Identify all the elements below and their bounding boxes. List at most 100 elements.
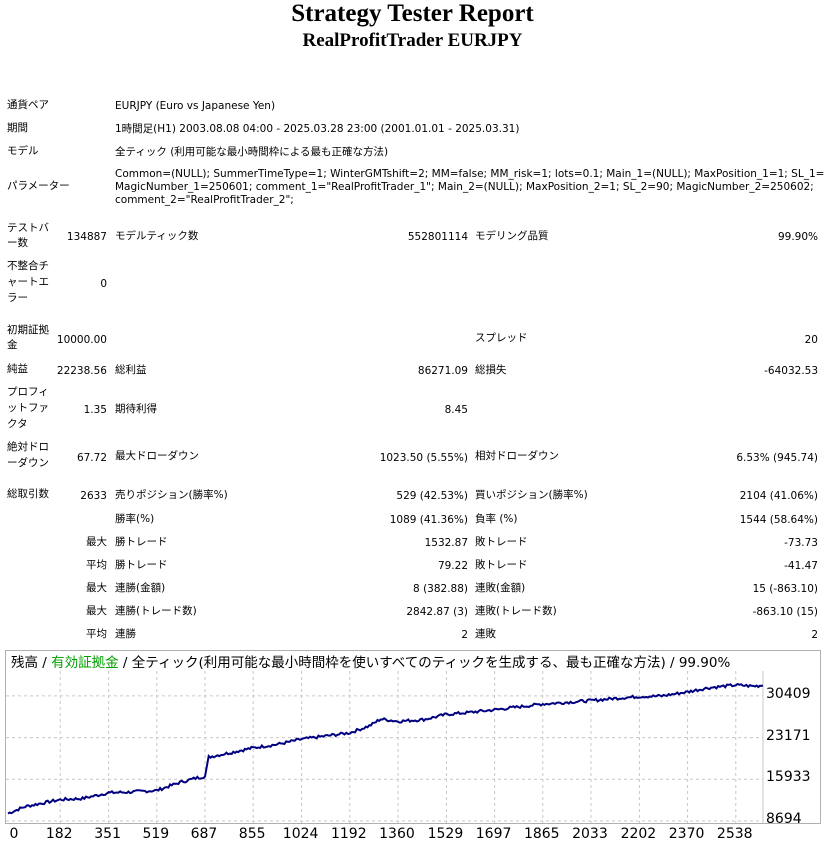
x-tick-label: 1865 (523, 826, 560, 842)
gross-loss-label: 総損失 (475, 364, 507, 376)
params-line-2: MagicNumber_1=250601; comment_1="RealPro… (115, 181, 814, 193)
avg-consec-loss-label: 連敗 (475, 628, 496, 640)
pf-label-1: プロフィ (7, 386, 49, 398)
largest-loss-label: 敗トレード (475, 536, 528, 548)
x-tick-label: 2202 (620, 826, 657, 842)
pf-label-3: クタ (7, 418, 28, 430)
long-label: 買いポジション(勝率%) (475, 489, 588, 501)
abs-dd-value: 67.72 (76, 452, 107, 464)
consec-loss-money-value: 15 (-863.10) (752, 583, 818, 595)
pf-value: 1.35 (83, 404, 107, 416)
pf-label-2: ットファ (7, 402, 49, 414)
largest-win-value: 1532.87 (424, 537, 468, 549)
chart-legend: 残高 / 有効証拠金 / 全ティック(利用可能な最小時間枠を使いすべてのティック… (11, 654, 730, 672)
avg-loss-label: 敗トレード (475, 559, 528, 571)
avg-win-value: 79.22 (437, 560, 468, 572)
mismatch-label-2: ャートエ (7, 276, 49, 288)
consec-win-money-value: 8 (382.88) (413, 583, 468, 595)
params-line-3: comment_2="RealProfitTrader_2"; (115, 194, 294, 206)
avg-label-b: 平均 (86, 628, 107, 640)
legend-separator-2: / (118, 655, 132, 671)
deposit-label-1: 初期証拠 (7, 324, 49, 336)
deposit-label-2: 金 (7, 339, 18, 351)
x-tick-label: 2033 (572, 826, 608, 842)
params-label: パラメーター (7, 180, 70, 192)
avg-consec-win-value: 2 (461, 629, 468, 641)
avg-win-label: 勝トレード (115, 559, 168, 571)
mismatch-label-1: 不整合チ (7, 260, 49, 272)
balance-chart-svg (6, 671, 764, 823)
lossrate-label: 負率 (%) (475, 513, 518, 525)
payoff-value: 8.45 (444, 404, 468, 416)
abs-dd-label-1: 絶対ドロ (7, 441, 49, 453)
y-tick-label: 23171 (766, 727, 811, 744)
x-tick-label: 0 (9, 826, 19, 842)
model-value: 全ティック (利用可能な最小時間枠による最も正確な方法) (115, 146, 389, 158)
consec-win-money-label: 連勝(金額) (115, 582, 166, 594)
y-tick-label: 30409 (766, 685, 811, 702)
legend-equity: 有効証拠金 (51, 655, 119, 671)
consec-loss-trades-value: -863.10 (15) (752, 606, 818, 618)
consec-win-trades-value: 2842.87 (3) (406, 606, 468, 618)
x-tick-label: 687 (190, 826, 218, 842)
report-subtitle: RealProfitTrader EURJPY (302, 30, 523, 51)
gross-profit-label: 総利益 (115, 364, 147, 376)
winrate-value: 1089 (41.36%) (389, 514, 468, 526)
report-title: Strategy Tester Report (291, 0, 534, 27)
rel-dd-label: 相対ドローダウン (475, 450, 559, 462)
avg-loss-value: -41.47 (784, 560, 818, 572)
bars-value: 134887 (66, 231, 107, 243)
quality-label: モデリング品質 (475, 230, 549, 242)
x-tick-label: 1192 (330, 826, 367, 842)
largest-win-label: 勝トレード (115, 536, 168, 548)
period-value: 1時間足(H1) 2003.08.08 04:00 - 2025.03.28 2… (115, 123, 520, 135)
trades-value: 2633 (80, 490, 107, 502)
payoff-label: 期待利得 (115, 403, 157, 415)
period-label: 期間 (7, 122, 28, 134)
lossrate-value: 1544 (58.64%) (739, 514, 818, 526)
long-value: 2104 (41.06%) (739, 490, 818, 502)
mismatch-value: 0 (100, 278, 107, 290)
symbol-value: EURJPY (Euro vs Japanese Yen) (115, 100, 276, 112)
balance-chart (5, 650, 821, 824)
x-tick-label: 1024 (282, 826, 319, 842)
spread-value: 20 (804, 334, 818, 346)
params-line-1: Common=(NULL); SummerTimeType=1; WinterG… (115, 168, 825, 180)
x-tick-label: 2370 (668, 826, 705, 842)
bars-label-2: ー数 (7, 237, 28, 249)
deposit-value: 10000.00 (56, 334, 107, 346)
y-tick-label: 8694 (766, 811, 802, 827)
x-tick-label: 1529 (427, 826, 464, 842)
avg-label-a: 平均 (86, 559, 107, 571)
trades-label: 総取引数 (7, 488, 49, 500)
balance-series-line (7, 682, 764, 815)
short-value: 529 (42.53%) (396, 490, 468, 502)
consec-win-trades-label: 連勝(トレード数) (115, 605, 197, 617)
legend-separator-1: / (38, 655, 52, 671)
max-label-b: 最大 (86, 582, 107, 594)
x-tick-label: 855 (238, 826, 266, 842)
model-label: モデル (7, 145, 39, 157)
max-dd-label: 最大ドローダウン (115, 450, 199, 462)
quality-value: 99.90% (777, 231, 818, 243)
winrate-label: 勝率(%) (115, 513, 155, 525)
mismatch-label-3: ラー (7, 292, 28, 304)
gross-profit-value: 86271.09 (417, 365, 468, 377)
x-tick-label: 2538 (716, 826, 753, 842)
max-label-c: 最大 (86, 605, 107, 617)
rel-dd-value: 6.53% (945.74) (736, 452, 818, 464)
net-label: 純益 (7, 363, 28, 375)
bars-label-1: テストバ (7, 222, 49, 234)
legend-balance: 残高 (11, 655, 38, 671)
avg-consec-win-label: 連勝 (115, 628, 136, 640)
avg-consec-loss-value: 2 (811, 629, 818, 641)
max-label-a: 最大 (86, 536, 107, 548)
largest-loss-value: -73.73 (784, 537, 818, 549)
max-dd-value: 1023.50 (5.55%) (379, 452, 468, 464)
ticks-label: モデルティック数 (115, 230, 199, 242)
consec-loss-trades-label: 連敗(トレード数) (475, 605, 557, 617)
x-tick-label: 1360 (379, 826, 415, 842)
spread-label: スプレッド (475, 332, 528, 344)
short-label: 売りポジション(勝率%) (115, 489, 228, 501)
consec-loss-money-label: 連敗(金額) (475, 582, 526, 594)
